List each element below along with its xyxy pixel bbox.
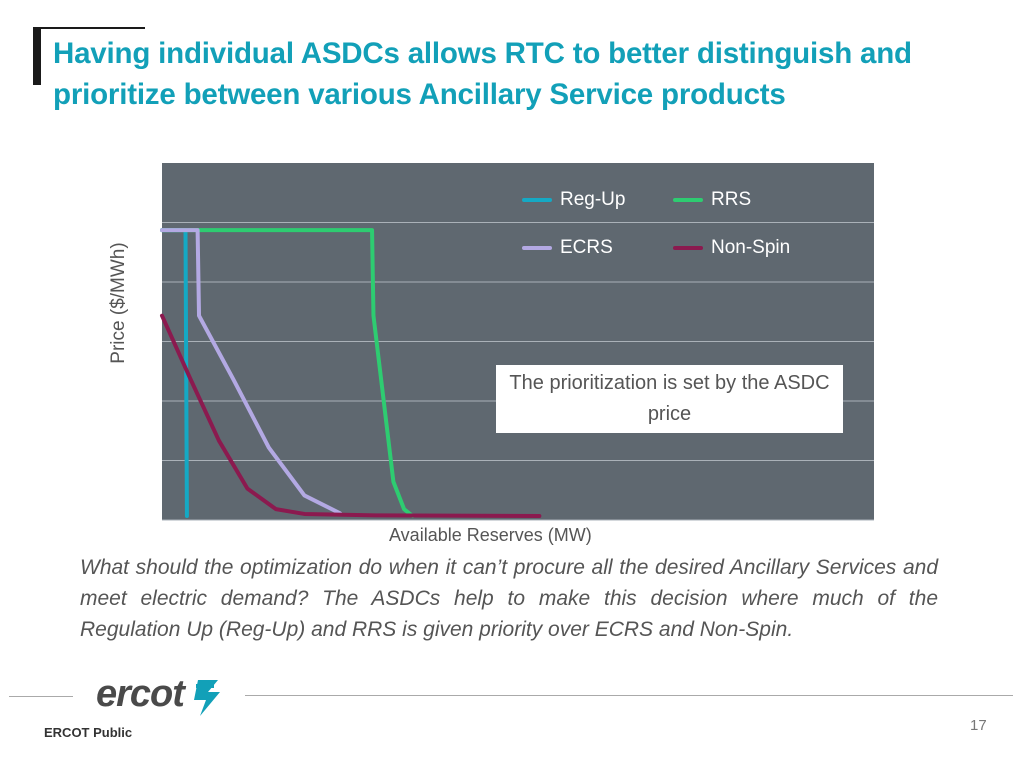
legend-swatch-ecrs xyxy=(522,246,552,250)
title-accent-line xyxy=(33,27,145,29)
legend-label-reg-up: Reg-Up xyxy=(560,189,626,210)
legend-item-non-spin: Non-Spin xyxy=(673,237,790,259)
legend-label-ecrs: ECRS xyxy=(560,237,613,258)
legend-item-rrs: RRS xyxy=(673,189,751,211)
x-axis-label: Available Reserves (MW) xyxy=(389,525,592,545)
legend-swatch-reg-up xyxy=(522,198,552,202)
series-line-rrs xyxy=(160,228,415,518)
legend-swatch-non-spin xyxy=(673,246,703,250)
series-line-non-spin xyxy=(160,313,542,518)
y-axis-label: Price ($/MWh) xyxy=(108,242,129,364)
ercot-logo-graphic: ercot xyxy=(96,673,220,716)
ercot-logo-mark-icon xyxy=(194,680,220,716)
legend-item-ecrs: ECRS xyxy=(522,237,613,259)
ercot-logo-text: ercot xyxy=(96,673,186,715)
question-text: What should the optimization do when it … xyxy=(80,556,938,641)
slide-title: Having individual ASDCs allows RTC to be… xyxy=(53,37,912,111)
series-line-ecrs xyxy=(160,228,342,516)
legend-item-reg-up: Reg-Up xyxy=(522,189,625,211)
footer-divider-right xyxy=(245,695,1013,696)
page-number: 17 xyxy=(970,717,987,734)
ercot-logo: ercot xyxy=(96,672,226,722)
legend-label-rrs: RRS xyxy=(711,189,752,210)
legend-swatch-rrs xyxy=(673,198,703,202)
legend-label-non-spin: Non-Spin xyxy=(711,237,791,258)
footer-classification: ERCOT Public xyxy=(44,725,133,740)
series-lines xyxy=(160,228,542,518)
chart-annotation: The prioritization is set by the ASDC pr… xyxy=(496,365,843,433)
title-accent-bar xyxy=(33,28,41,85)
footer-divider-left xyxy=(9,696,73,697)
